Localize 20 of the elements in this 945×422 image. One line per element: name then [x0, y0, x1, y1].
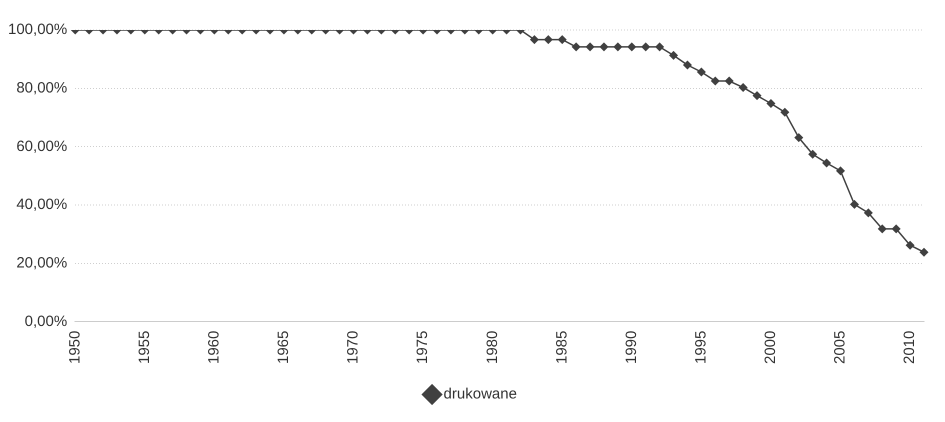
x-tick-label: 1990 [622, 330, 640, 364]
x-tick-label: 2005 [832, 330, 849, 364]
x-tick-label: 1985 [553, 330, 570, 364]
y-tick-label: 40,00% [16, 196, 68, 214]
x-tick-label: 1965 [275, 330, 292, 364]
x-tick-label: 1960 [206, 330, 222, 364]
y-tick-label: 20,00% [16, 254, 68, 272]
y-tick-label: 0,00% [24, 312, 68, 330]
x-tick-label: 2010 [901, 330, 918, 364]
x-tick-label: 1955 [136, 330, 153, 364]
legend-label: drukowane [444, 386, 517, 403]
x-tick-label: 1980 [484, 330, 501, 364]
x-tick-label: 1950 [66, 330, 84, 364]
x-tick-label: 1970 [344, 330, 362, 364]
y-tick-label: 100,00% [8, 21, 68, 38]
y-tick-label: 80,00% [16, 79, 68, 96]
x-tick-label: 1995 [692, 330, 710, 364]
y-tick-label: 60,00% [16, 138, 68, 155]
x-tick-label: 2000 [762, 330, 780, 364]
x-tick-label: 1975 [414, 330, 432, 364]
